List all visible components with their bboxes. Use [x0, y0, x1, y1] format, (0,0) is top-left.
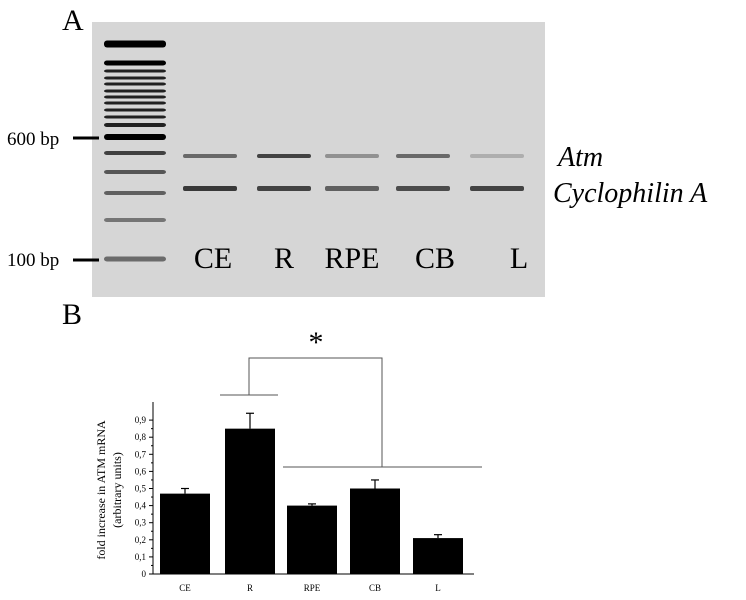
cyclophilin-band	[396, 186, 450, 191]
y-axis-label: fold increase in ATM mRNA	[94, 420, 108, 560]
cyclophilin-band	[257, 186, 311, 191]
ladder-band	[104, 69, 166, 73]
y-tick-label: 0,4	[135, 501, 147, 511]
ladder	[104, 40, 166, 262]
cyclophilin-band	[183, 186, 237, 191]
significance-bracket	[220, 357, 482, 468]
lane-label-r: R	[274, 242, 294, 275]
x-tick-label: CB	[369, 583, 381, 593]
atm-band	[183, 154, 237, 158]
lane-label-cb: CB	[415, 242, 455, 275]
panel-b-label: B	[62, 298, 82, 331]
ladder-band	[104, 191, 166, 195]
bar-r	[225, 428, 275, 574]
ladder-band	[104, 170, 166, 174]
gel-image	[92, 22, 545, 297]
ladder-band	[104, 82, 166, 86]
ladder-band	[104, 95, 166, 99]
panel-a-label: A	[62, 4, 84, 37]
ladder-band	[104, 256, 166, 262]
lane-label-l: L	[510, 242, 528, 275]
x-tick-label: L	[435, 583, 441, 593]
marker-600-label: 600 bp	[7, 129, 59, 150]
ladder-band	[104, 115, 166, 119]
x-tick-label: CE	[179, 583, 191, 593]
y-axis-label-units: (arbitrary units)	[110, 452, 124, 528]
significance-star: *	[309, 326, 324, 359]
atm-band-label: Atm	[556, 142, 603, 173]
cyclophilin-band	[325, 186, 379, 191]
atm-band	[325, 154, 379, 158]
x-tick-label: R	[247, 583, 253, 593]
ladder-band	[104, 60, 166, 66]
ladder-band	[104, 76, 166, 80]
atm-band	[396, 154, 450, 158]
ladder-band	[104, 218, 166, 222]
bar-rpe	[287, 505, 337, 574]
bar-l	[413, 538, 463, 574]
ladder-band	[104, 123, 166, 127]
ladder-band	[104, 108, 166, 112]
y-tick-label: 0,6	[135, 466, 147, 476]
bar-ce	[160, 493, 210, 574]
bar-chart: fold increase in ATM mRNA (arbitrary uni…	[94, 402, 474, 593]
ladder-band	[104, 134, 166, 140]
x-tick-label: RPE	[304, 583, 321, 593]
atm-band	[257, 154, 311, 158]
ladder-band	[104, 89, 166, 93]
y-tick-label: 0,3	[135, 518, 147, 528]
lane-label-rpe: RPE	[324, 242, 379, 275]
cyclophilin-band-label: Cyclophilin A	[553, 178, 708, 209]
y-tick-label: 0,8	[135, 432, 147, 442]
y-tick-label: 0,2	[135, 535, 146, 545]
y-tick-label: 0,1	[135, 552, 146, 562]
lane-label-ce: CE	[194, 242, 232, 275]
marker-100-label: 100 bp	[7, 250, 59, 271]
ladder-band	[104, 101, 166, 105]
ladder-band	[104, 40, 166, 48]
gel-lanes	[183, 154, 524, 191]
cyclophilin-band	[470, 186, 524, 191]
y-tick-label: 0,9	[135, 415, 147, 425]
y-tick-label: 0,5	[135, 484, 147, 494]
atm-band	[470, 154, 524, 158]
bar-cb	[350, 488, 400, 574]
y-tick-label: 0,7	[135, 449, 147, 459]
y-tick-label: 0	[142, 569, 147, 579]
ladder-band	[104, 151, 166, 155]
